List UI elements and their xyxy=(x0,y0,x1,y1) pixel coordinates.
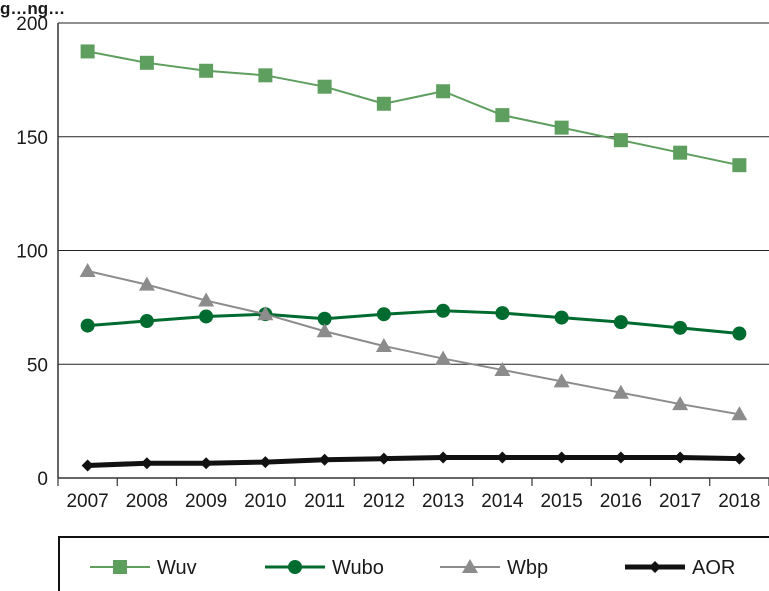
legend-border-left xyxy=(58,536,60,591)
x-tick-label: 2010 xyxy=(244,491,286,512)
series-aor xyxy=(81,451,746,472)
series-line xyxy=(87,455,740,468)
y-tick-labels: 0 50 100 150 200 xyxy=(16,14,48,490)
data-point xyxy=(674,451,687,464)
data-point xyxy=(614,451,627,464)
y-tick-label: 150 xyxy=(16,128,48,149)
data-point xyxy=(554,310,569,325)
data-point xyxy=(257,306,274,321)
axes xyxy=(57,23,769,486)
data-point xyxy=(317,311,332,326)
data-point xyxy=(377,452,390,465)
data-point xyxy=(613,133,628,148)
data-point xyxy=(80,318,95,333)
data-point xyxy=(140,457,153,470)
x-tick-label: 2007 xyxy=(66,491,108,512)
data-point xyxy=(258,68,273,83)
data-point xyxy=(437,451,450,464)
data-point xyxy=(673,320,688,335)
data-point xyxy=(673,145,688,160)
data-point xyxy=(554,120,569,135)
data-point xyxy=(731,406,748,421)
data-point xyxy=(259,456,272,469)
y-tick-label: 0 xyxy=(37,469,48,490)
data-point xyxy=(138,276,155,291)
data-point xyxy=(613,315,628,330)
data-point xyxy=(436,303,451,318)
series-wubo xyxy=(80,303,747,341)
data-point xyxy=(81,459,94,472)
legend-item-aor: AOR xyxy=(625,557,735,579)
data-point xyxy=(462,559,478,573)
x-tick-label: 2008 xyxy=(126,491,168,512)
data-point xyxy=(198,292,215,307)
chart-title: g…ng… xyxy=(0,0,65,18)
legend-label: AOR xyxy=(692,557,735,579)
data-point xyxy=(79,262,96,277)
data-point xyxy=(732,158,747,173)
legend-label: Wubo xyxy=(332,557,384,579)
legend-label: Wuv xyxy=(157,557,197,579)
data-point xyxy=(200,457,213,470)
x-tick-label: 2012 xyxy=(363,491,405,512)
data-point xyxy=(80,44,95,59)
x-tick-label: 2009 xyxy=(185,491,227,512)
data-point xyxy=(139,55,154,70)
data-point xyxy=(733,452,746,465)
x-tick-label: 2011 xyxy=(304,491,345,512)
x-tick-label: 2014 xyxy=(481,491,524,512)
data-point xyxy=(494,361,511,376)
x-tick-label: 2013 xyxy=(422,491,464,512)
data-point xyxy=(199,63,214,78)
x-tick-label: 2018 xyxy=(718,491,760,512)
legend-label: Wbp xyxy=(507,557,548,579)
data-point xyxy=(199,309,214,324)
legend-border-top xyxy=(58,536,769,538)
series-wbp xyxy=(79,262,748,421)
data-point xyxy=(288,560,302,574)
legend-item-wuv: Wuv xyxy=(90,557,197,579)
data-point xyxy=(496,451,509,464)
series-wuv xyxy=(80,44,747,173)
data-point xyxy=(555,451,568,464)
data-point xyxy=(435,350,452,365)
x-tick-label: 2016 xyxy=(600,491,642,512)
plot-area xyxy=(79,44,748,472)
data-point xyxy=(553,373,570,388)
data-point xyxy=(317,79,332,94)
data-point xyxy=(672,396,689,411)
data-point xyxy=(376,307,391,322)
data-point xyxy=(732,326,747,341)
x-tick-labels: 2007 2008 2009 2010 2011 2012 2013 2014 2015 2016… xyxy=(66,491,760,512)
data-point xyxy=(318,453,331,466)
gridlines xyxy=(58,22,769,365)
x-tick-label: 2017 xyxy=(659,491,701,512)
series-line xyxy=(87,270,740,416)
legend-item-wbp: Wbp xyxy=(440,557,548,579)
data-point xyxy=(495,108,510,123)
legend: Wuv Wubo Wbp AOR xyxy=(58,536,769,591)
y-tick-label: 100 xyxy=(16,242,48,263)
y-tick-label: 200 xyxy=(16,14,48,35)
data-point xyxy=(612,384,629,399)
series-line xyxy=(87,309,740,336)
data-point xyxy=(139,314,154,329)
data-point xyxy=(375,338,392,353)
data-point xyxy=(436,84,451,99)
data-point xyxy=(495,306,510,321)
data-point xyxy=(376,96,391,111)
legend-item-wubo: Wubo xyxy=(265,557,384,579)
data-point xyxy=(113,560,127,574)
data-point xyxy=(649,561,661,573)
y-tick-label: 50 xyxy=(27,355,48,376)
x-tick-label: 2015 xyxy=(540,491,582,512)
data-point xyxy=(316,323,333,338)
series-line xyxy=(87,50,740,167)
